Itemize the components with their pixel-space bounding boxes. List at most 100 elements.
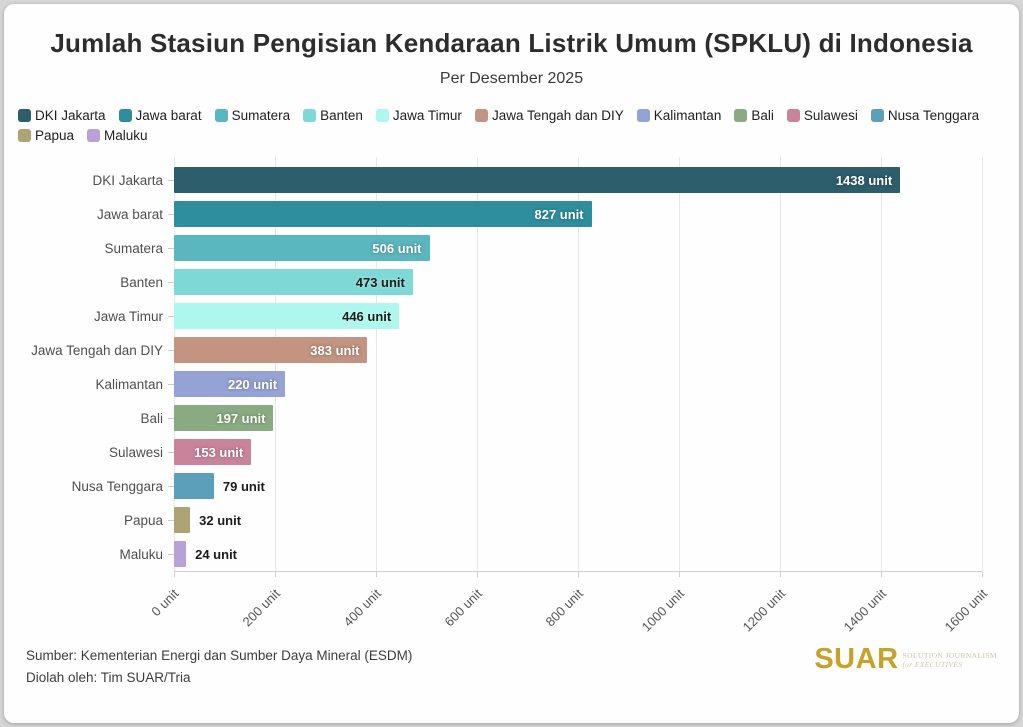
x-tick-label: 1000 unit: [638, 586, 687, 635]
bar: 197 unit: [174, 405, 274, 431]
bar-track: 446 unit: [174, 303, 982, 329]
category-label-text: Jawa Timur: [93, 308, 163, 324]
legend: DKI Jakarta Jawa barat Sumatera Banten Jawa …: [18, 108, 1003, 143]
logo-tagline-line1: SOLUTION JOURNALISM: [902, 651, 997, 660]
bar-track: 220 unit: [174, 371, 982, 397]
x-tick-mark: [376, 572, 377, 577]
legend-swatch: [636, 109, 650, 122]
category-label: Sulawesi: [16, 445, 174, 460]
x-tick-label: 800 unit: [542, 586, 586, 630]
chart-subtitle: Per Desember 2025: [439, 70, 584, 87]
x-tick-mark: [578, 572, 579, 577]
bar-rows: DKI Jakarta 1438 unit Jawa barat 827 unit Su…: [16, 163, 1007, 571]
category-label-text: Jawa Tengah dan DIY: [31, 342, 163, 358]
x-tick-label: 0 unit: [148, 586, 182, 620]
gridline: [780, 157, 781, 571]
x-tick-label: 400 unit: [340, 586, 384, 630]
x-tick-mark: [780, 572, 781, 577]
legend-label: Maluku: [104, 128, 148, 143]
category-label: DKI Jakarta: [16, 173, 174, 188]
gridline: [376, 157, 377, 571]
category-label: Maluku: [16, 547, 174, 562]
bar: 827 unit: [174, 201, 592, 227]
legend-item: DKI Jakarta: [18, 108, 106, 123]
chart-title: Jumlah Stasiun Pengisian Kendaraan Listr…: [50, 28, 973, 58]
legend-label: Jawa Timur: [392, 108, 462, 123]
value-label: 473 unit: [355, 274, 405, 290]
bar-track: 473 unit: [174, 269, 982, 295]
value-label: 446 unit: [342, 308, 392, 324]
category-label: Nusa Tenggara: [16, 479, 174, 494]
legend-label: DKI Jakarta: [35, 108, 106, 123]
x-tick-label: 200 unit: [239, 586, 283, 630]
category-label-text: Papua: [123, 512, 163, 528]
value-label: 220 unit: [227, 376, 278, 392]
suar-logo: SUAR SOLUTION JOURNALISM for EXECUTIVES: [814, 643, 997, 675]
legend-label: Jawa Tengah dan DIY: [491, 108, 624, 123]
bar-row: Papua 32 unit: [16, 503, 1007, 537]
bar-row: Nusa Tenggara 79 unit: [16, 469, 1007, 503]
legend-item: Bali: [734, 108, 774, 123]
bar-row: Jawa Tengah dan DIY 383 unit: [16, 333, 1007, 367]
value-label: 79 unit: [222, 478, 265, 494]
x-tick-mark: [982, 572, 983, 577]
footer-text: Sumber: Kementerian Energi dan Sumber Da…: [26, 645, 412, 688]
bar: 506 unit: [174, 235, 430, 261]
category-tick: [168, 519, 174, 521]
bar-row: Kalimantan 220 unit: [16, 367, 1007, 401]
category-tick: [168, 485, 174, 487]
bar-row: Sulawesi 153 unit: [16, 435, 1007, 469]
bar: 446 unit: [174, 303, 400, 329]
bar-row: Maluku 24 unit: [16, 537, 1007, 571]
bar-track: 32 unit: [174, 507, 982, 533]
x-tick-mark: [881, 572, 882, 577]
gridline: [275, 157, 276, 571]
bar: 473 unit: [174, 269, 413, 295]
bar-track: 383 unit: [174, 337, 982, 363]
legend-label: Papua: [35, 128, 75, 143]
logo-wordmark: SUAR: [814, 643, 899, 675]
value-label: 827 unit: [534, 206, 584, 222]
bar-row: Jawa Timur 446 unit: [16, 299, 1007, 333]
x-tick-mark: [174, 572, 175, 577]
x-tick-label: 1400 unit: [840, 586, 889, 635]
value-label: 32 unit: [199, 512, 242, 528]
category-label: Jawa Tengah dan DIY: [16, 343, 174, 358]
legend-item: Sulawesi: [786, 108, 858, 123]
legend-label: Sulawesi: [803, 108, 858, 123]
legend-item: Maluku: [87, 128, 148, 143]
gridline: [982, 157, 983, 571]
category-label: Bali: [16, 411, 174, 426]
category-label-text: Kalimantan: [95, 376, 163, 392]
category-label: Kalimantan: [16, 377, 174, 392]
value-label: 153 unit: [194, 444, 244, 460]
bar-track: 153 unit: [174, 439, 982, 465]
category-label-text: Sulawesi: [108, 444, 163, 460]
legend-item: Jawa Timur: [375, 108, 462, 123]
legend-swatch: [870, 109, 884, 122]
category-tick: [168, 213, 174, 215]
category-tick: [168, 349, 174, 351]
category-tick: [168, 553, 174, 555]
value-label: 197 unit: [216, 410, 266, 426]
x-tick-label: 1200 unit: [739, 586, 788, 635]
bar-track: 24 unit: [174, 541, 982, 567]
category-label-text: Nusa Tenggara: [71, 478, 163, 494]
category-label: Sumatera: [16, 241, 174, 256]
bar-track: 506 unit: [174, 235, 982, 261]
category-label-text: DKI Jakarta: [92, 172, 163, 188]
x-tick-label: 1600 unit: [941, 586, 990, 635]
category-tick: [168, 179, 174, 181]
gridline: [881, 157, 882, 571]
category-label-text: Jawa barat: [96, 206, 163, 222]
bar: [174, 507, 191, 533]
bar-track: 197 unit: [174, 405, 982, 431]
legend-label: Banten: [320, 108, 363, 123]
footer: Sumber: Kementerian Energi dan Sumber Da…: [16, 645, 1007, 710]
legend-swatch: [214, 109, 228, 122]
legend-swatch: [118, 109, 132, 122]
logo-tagline-line2: for EXECUTIVES: [902, 660, 963, 670]
legend-swatch: [87, 129, 101, 142]
gridline-layer: [174, 157, 983, 571]
category-label-text: Banten: [120, 274, 163, 290]
